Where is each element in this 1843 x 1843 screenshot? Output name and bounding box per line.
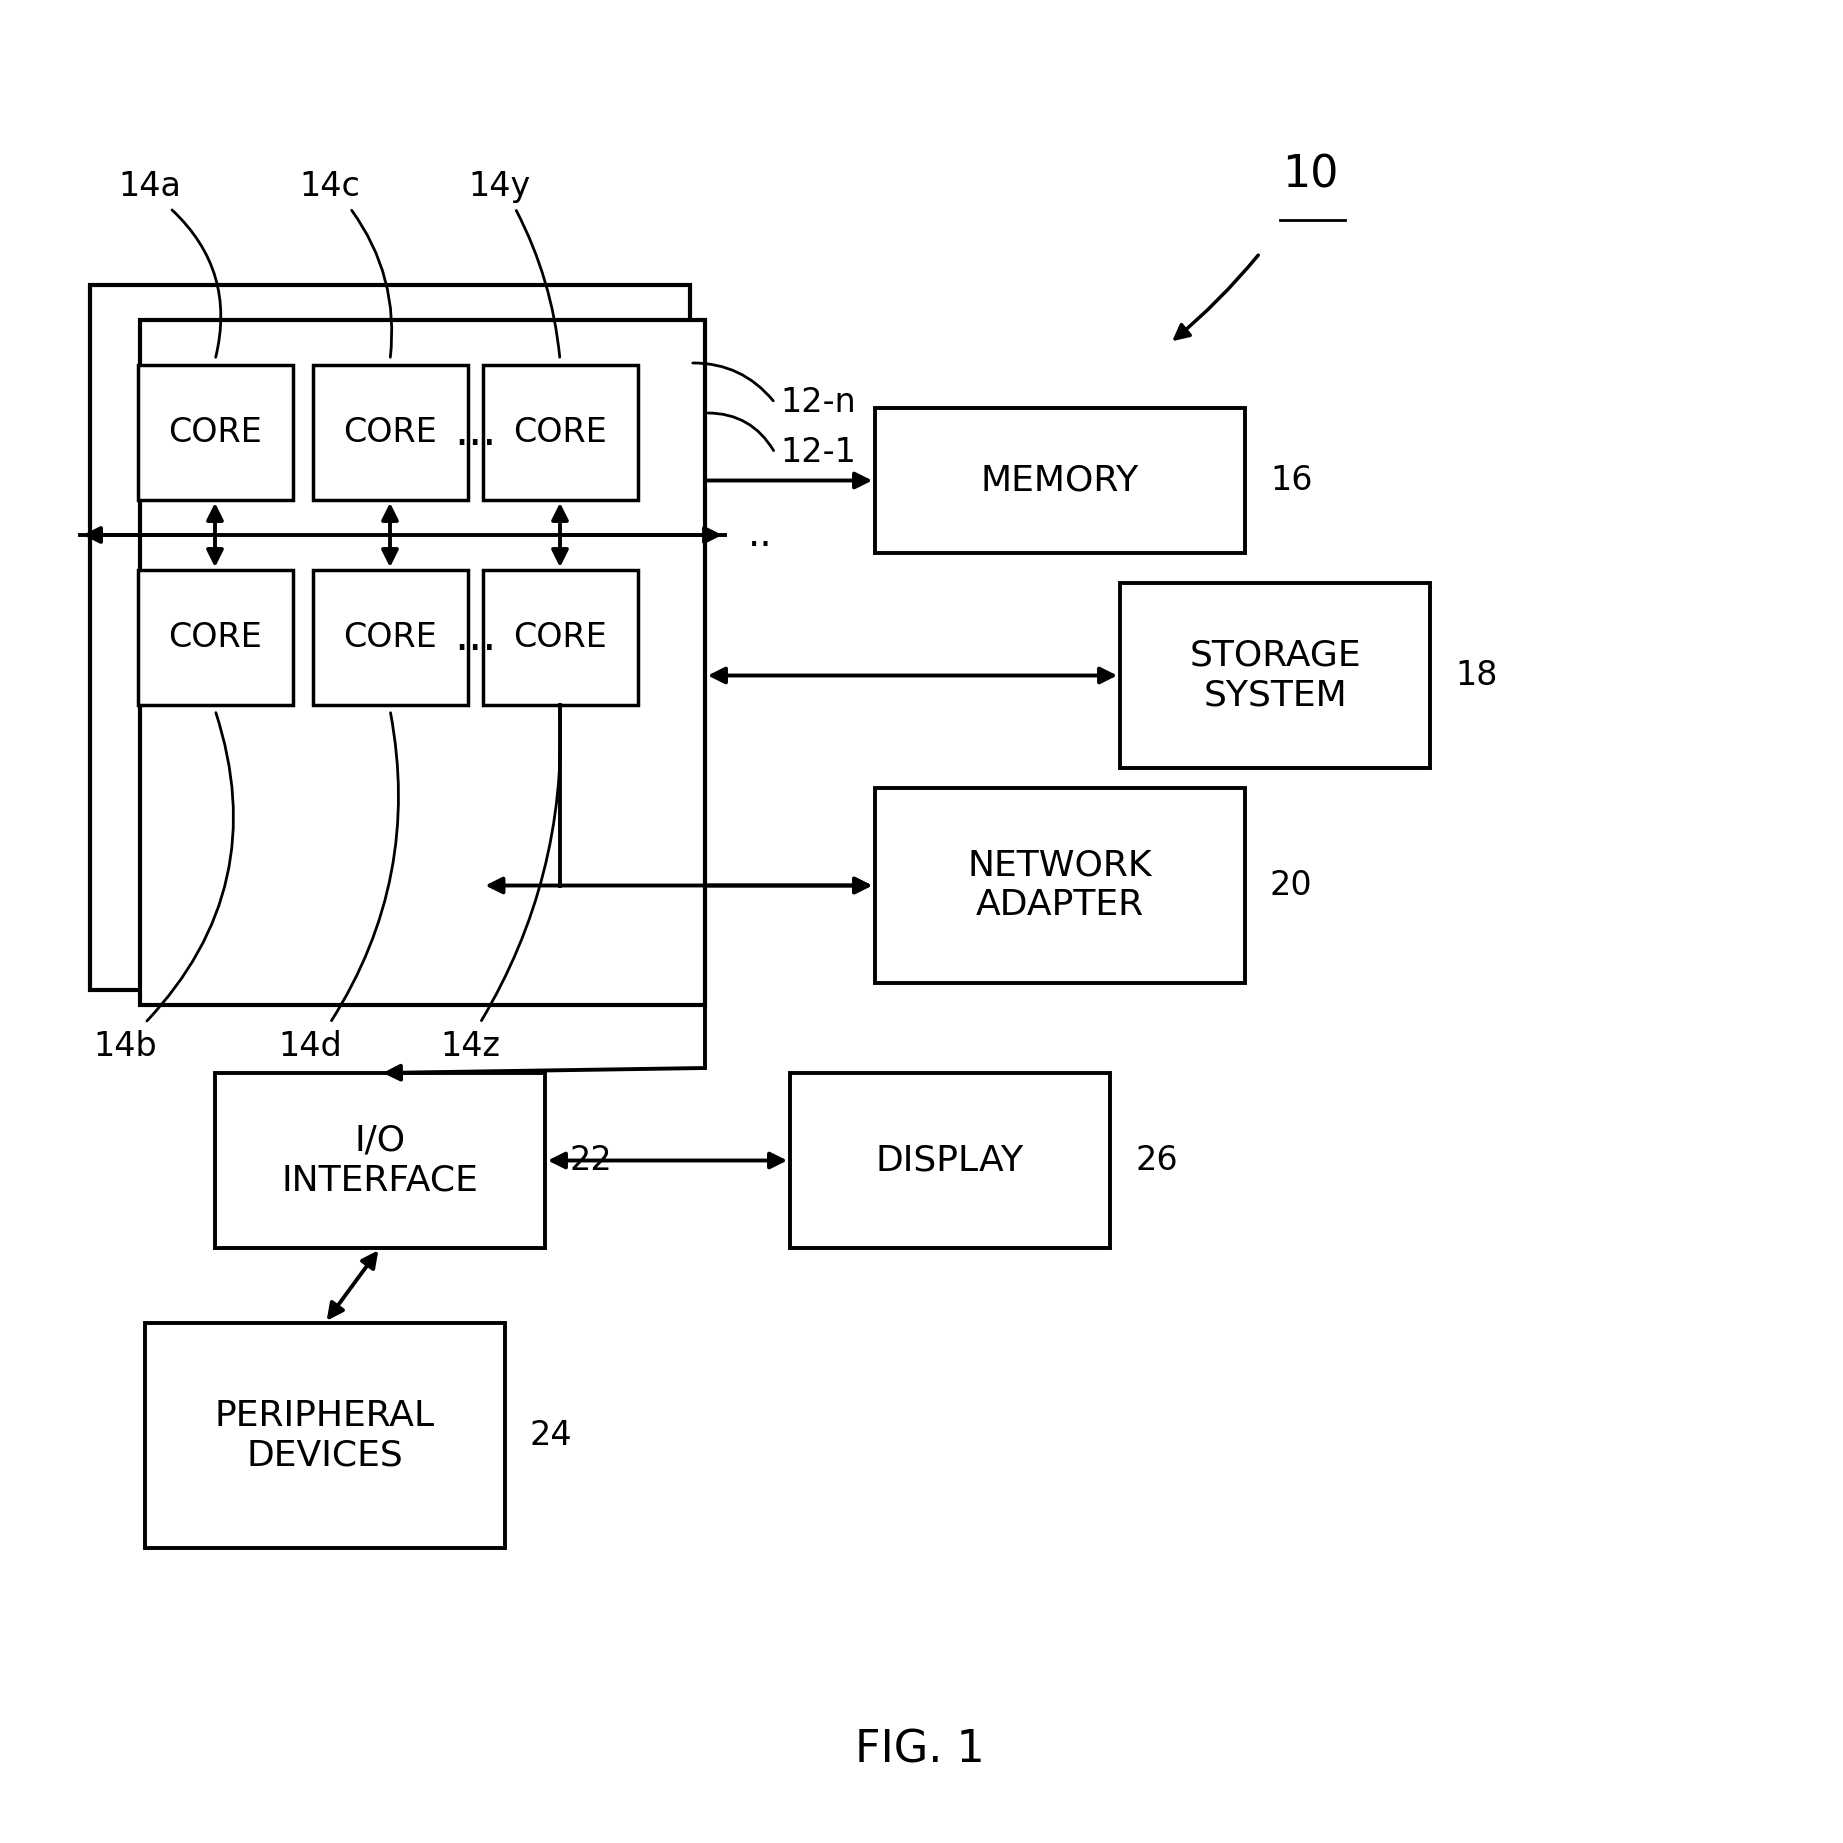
Text: ...: ... <box>453 616 496 660</box>
Text: 26: 26 <box>1135 1145 1178 1178</box>
Text: 14c: 14c <box>300 170 361 203</box>
Text: 14d: 14d <box>278 1030 341 1063</box>
Bar <box>483 365 638 499</box>
Text: CORE: CORE <box>343 621 437 654</box>
Text: I/O
INTERFACE: I/O INTERFACE <box>282 1124 479 1198</box>
Text: 10: 10 <box>1281 153 1338 197</box>
Text: CORE: CORE <box>343 417 437 450</box>
Bar <box>146 1323 505 1548</box>
Text: CORE: CORE <box>512 621 606 654</box>
Text: 14z: 14z <box>440 1030 499 1063</box>
Bar <box>140 321 706 1004</box>
Bar <box>313 365 468 499</box>
Bar <box>313 569 468 706</box>
Text: 12-1: 12-1 <box>780 437 855 470</box>
Bar <box>1121 582 1430 769</box>
Text: 24: 24 <box>531 1419 573 1452</box>
Text: 14b: 14b <box>94 1030 157 1063</box>
Text: ...: ... <box>453 411 496 453</box>
Text: 14y: 14y <box>468 170 531 203</box>
Bar <box>90 286 689 990</box>
Text: NETWORK
ADAPTER: NETWORK ADAPTER <box>968 850 1152 922</box>
Text: 12-n: 12-n <box>780 387 855 420</box>
Text: PERIPHERAL
DEVICES: PERIPHERAL DEVICES <box>216 1399 435 1473</box>
Text: 22: 22 <box>569 1145 612 1178</box>
Text: FIG. 1: FIG. 1 <box>855 1729 984 1771</box>
Text: 18: 18 <box>1454 660 1497 691</box>
Text: CORE: CORE <box>512 417 606 450</box>
Text: ..: .. <box>748 516 772 555</box>
Text: 16: 16 <box>1270 464 1312 498</box>
Text: DISPLAY: DISPLAY <box>875 1143 1025 1178</box>
Text: 20: 20 <box>1270 870 1312 901</box>
Bar <box>875 407 1246 553</box>
Text: MEMORY: MEMORY <box>980 463 1139 498</box>
Bar <box>791 1073 1109 1248</box>
Text: CORE: CORE <box>168 621 262 654</box>
Bar <box>875 789 1246 982</box>
Text: STORAGE
SYSTEM: STORAGE SYSTEM <box>1189 640 1360 711</box>
Bar <box>138 569 293 706</box>
Text: 14a: 14a <box>118 170 181 203</box>
Bar <box>216 1073 546 1248</box>
Text: CORE: CORE <box>168 417 262 450</box>
Bar <box>483 569 638 706</box>
Bar <box>138 365 293 499</box>
